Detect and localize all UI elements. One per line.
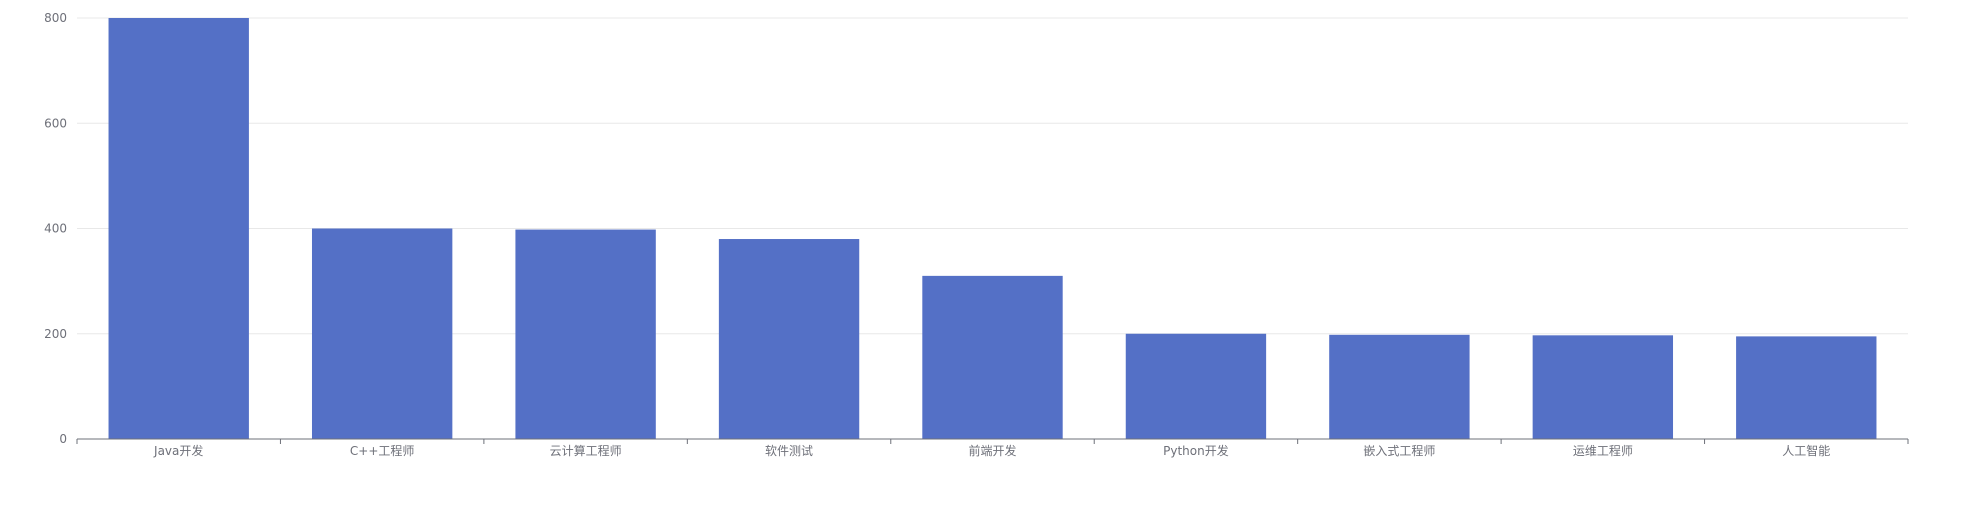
x-tick-label: 嵌入式工程师	[1363, 443, 1435, 458]
x-tick-label: 云计算工程师	[550, 443, 622, 458]
x-tick-label: Java开发	[153, 443, 203, 458]
y-tick-label: 800	[44, 11, 67, 25]
label-layer: 0 200 400 600 800 Java开发 C++工程师 云计算工程师 软件测试 前端开发 P…	[44, 11, 1830, 458]
y-tick-label: 0	[59, 432, 67, 446]
bar-2[interactable]	[515, 229, 656, 439]
bar-5[interactable]	[1125, 333, 1267, 439]
y-tick-label: 400	[44, 222, 67, 236]
bar-4[interactable]	[922, 275, 1063, 439]
bar-8[interactable]	[1736, 336, 1877, 439]
bar-0[interactable]	[108, 18, 249, 439]
axis-layer	[76, 438, 1909, 444]
x-tick-label: 前端开发	[968, 443, 1016, 458]
bar-3[interactable]	[718, 239, 860, 439]
bar-1[interactable]	[311, 228, 453, 440]
bar-6[interactable]	[1329, 334, 1470, 439]
bar-layer	[108, 18, 1877, 440]
y-tick-label: 600	[44, 116, 67, 130]
x-tick-label: 人工智能	[1782, 443, 1830, 458]
x-tick-label: 运维工程师	[1573, 443, 1633, 458]
x-tick-label: C++工程师	[350, 443, 415, 458]
x-tick-label: Python开发	[1163, 443, 1229, 458]
bar-7[interactable]	[1532, 335, 1674, 439]
x-tick-label: 软件测试	[765, 443, 813, 458]
y-tick-label: 200	[44, 327, 67, 341]
